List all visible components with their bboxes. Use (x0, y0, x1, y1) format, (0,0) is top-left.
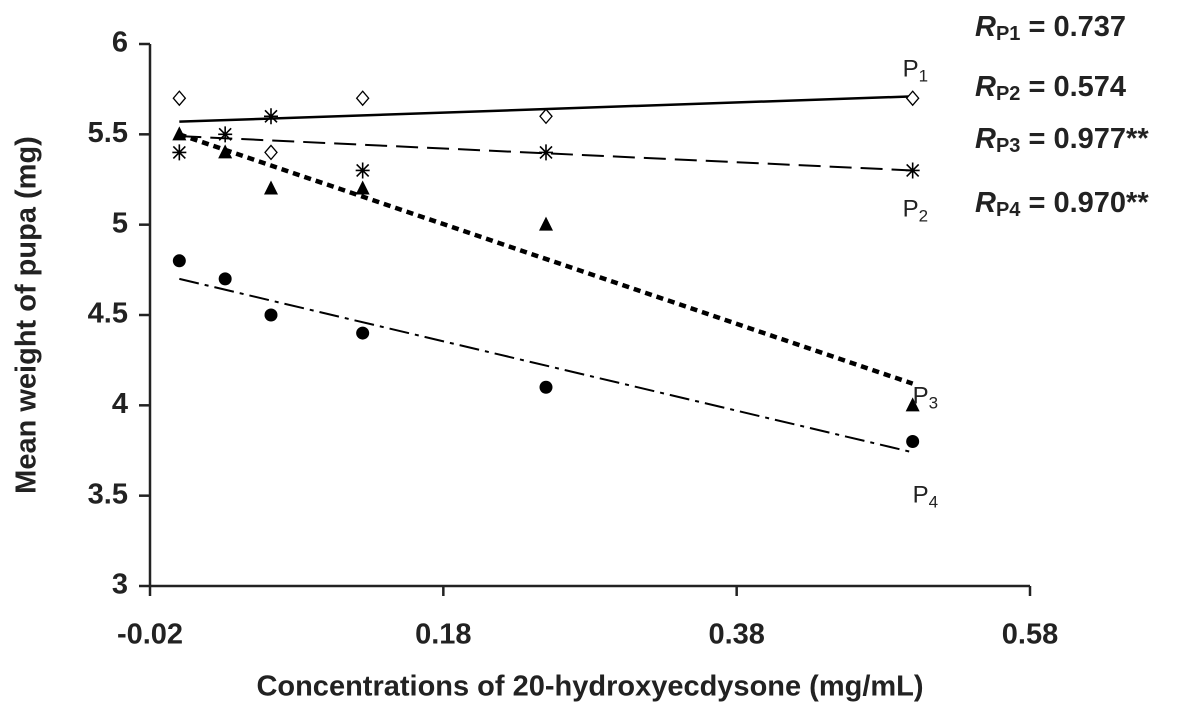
point (264, 144, 278, 161)
point (218, 144, 233, 159)
y-tick-label: 3.5 (88, 478, 128, 510)
x-tick-label: 0.38 (708, 619, 764, 651)
point (905, 162, 920, 179)
annotation: RP3 = 0.977** (975, 123, 1149, 158)
annotation-value: = 0.574 (1020, 71, 1126, 103)
y-tick-label: 5 (112, 207, 128, 239)
x-axis-title: Concentrations of 20-hydroxyecdysone (mg… (256, 671, 923, 703)
point (218, 126, 233, 143)
point (905, 397, 920, 412)
trend-line (179, 277, 913, 454)
annotation-sub: P2 (996, 83, 1020, 105)
annotation: RP1 = 0.737 (975, 11, 1126, 46)
y-tick-label: 6 (112, 27, 128, 59)
y-tick-label: 3 (112, 569, 128, 601)
y-tick-label: 4 (112, 388, 128, 420)
annotation: RP4 = 0.970** (975, 187, 1149, 222)
annotation-sub: P3 (996, 135, 1020, 157)
series-label-main: P (903, 196, 919, 223)
point (539, 144, 553, 161)
point (539, 380, 553, 394)
point (172, 144, 187, 161)
y-tick-label: 4.5 (88, 298, 128, 330)
point (172, 254, 186, 268)
annotation-r: R (975, 187, 996, 219)
point (906, 434, 920, 448)
point (264, 308, 278, 322)
annotation-value: = 0.970** (1020, 187, 1149, 219)
point (264, 180, 278, 195)
series-label: P2 (903, 196, 928, 226)
point (218, 272, 232, 286)
series-label-main: P (903, 56, 919, 83)
series-label: P3 (913, 383, 938, 413)
annotation-r: R (975, 71, 996, 103)
point (355, 180, 370, 195)
point (905, 90, 920, 107)
series-label-sub: 4 (929, 493, 938, 512)
annotation-r: R (975, 123, 996, 155)
series-label-sub: 2 (919, 207, 928, 226)
series-label-main: P (913, 383, 929, 410)
point (356, 326, 370, 340)
y-tick-label: 5.5 (88, 117, 128, 149)
annotation-value: = 0.737 (1020, 11, 1126, 43)
trend-line (178, 132, 914, 386)
annotation-sub: P4 (996, 199, 1021, 221)
x-tick-label: 0.58 (1002, 619, 1058, 651)
point (264, 108, 278, 125)
annotation-sub: P1 (996, 23, 1020, 45)
point (539, 216, 553, 231)
series-label: P1 (903, 56, 928, 86)
y-axis-title: Mean weight of pupa (mg) (11, 136, 43, 494)
point (355, 162, 370, 179)
series-label-sub: 1 (919, 67, 928, 86)
annotation: RP2 = 0.574 (975, 71, 1126, 106)
x-tick-label: 0.18 (415, 619, 471, 651)
point (172, 126, 187, 141)
point (539, 108, 553, 125)
annotation-r: R (975, 11, 996, 43)
point (355, 90, 370, 107)
x-tick-label: -0.02 (117, 619, 183, 651)
annotation-value: = 0.977** (1020, 123, 1149, 155)
series-label: P4 (913, 482, 938, 512)
point (172, 90, 187, 107)
series-label-main: P (913, 482, 929, 509)
series-label-sub: 3 (929, 394, 938, 413)
